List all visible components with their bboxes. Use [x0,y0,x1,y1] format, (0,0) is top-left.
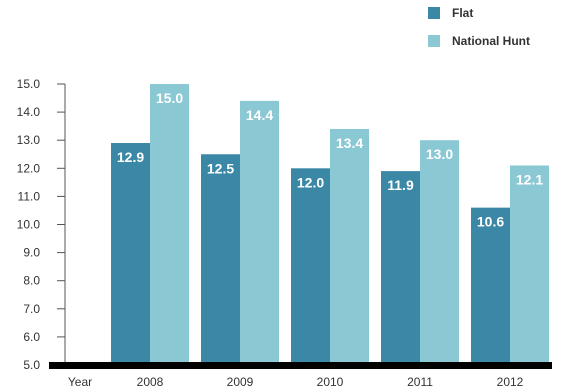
y-tick-label: 12.0 [17,161,41,175]
legend-swatch-flat [428,7,440,19]
x-tick-label: 2011 [407,375,433,389]
y-axis: 5.0 6.0 7.0 8.0 9.0 10.0 11.0 12.0 13.0 14.0 15.0 [17,77,66,372]
y-tick-label: 15.0 [17,77,41,91]
data-label: 15.0 [156,90,183,106]
x-tick-label: 2009 [227,375,254,389]
y-tick-label: 8.0 [23,274,40,288]
bar-flat-2008 [111,143,150,365]
bar-flat-2012 [471,207,510,365]
y-tick-label: 9.0 [23,246,40,260]
bar-flat-2009 [201,154,240,365]
legend: Flat National Hunt [428,6,530,48]
data-label: 11.9 [387,177,414,193]
baseline-group [49,362,552,369]
data-label: 13.0 [426,146,453,162]
y-tick-label: 6.0 [23,330,40,344]
legend-label-flat: Flat [452,6,473,20]
data-label: 12.5 [207,160,234,176]
data-label: 10.6 [477,214,504,230]
data-label: 13.4 [336,135,363,151]
x-tick-label: 2010 [317,375,344,389]
y-tick-label: 7.0 [23,302,40,316]
y-tick-label: 13.0 [17,133,41,147]
y-tick-label: 11.0 [18,189,41,203]
legend-swatch-national-hunt [428,35,440,47]
legend-label-national-hunt: National Hunt [452,34,530,48]
bar-national-hunt-2009 [240,100,279,366]
y-tick-label: 14.0 [17,105,41,119]
data-label: 14.4 [246,107,273,123]
y-tick-label: 5.0 [23,358,40,372]
x-axis-label: Year [68,375,92,389]
bar-national-hunt-2011 [420,140,459,365]
x-tick-label: 2012 [497,375,524,389]
data-label: 12.1 [516,171,543,187]
bar-national-hunt-2012 [510,165,549,365]
bar-flat-2010 [291,168,330,365]
baseline [49,362,552,369]
bar-national-hunt-2008 [150,84,189,365]
bars: 12.9 15.0 12.5 14.4 12.0 13.4 11.9 13.0 10.6 12.1 [111,84,549,366]
x-tick-label: 2008 [137,375,164,389]
data-label: 12.0 [297,174,324,190]
bar-flat-2011 [381,171,420,365]
x-axis: Year 2008 2009 2010 2011 2012 [68,375,524,389]
bar-national-hunt-2010 [330,128,369,365]
y-tick-label: 10.0 [17,218,41,232]
data-label: 12.9 [117,149,144,165]
